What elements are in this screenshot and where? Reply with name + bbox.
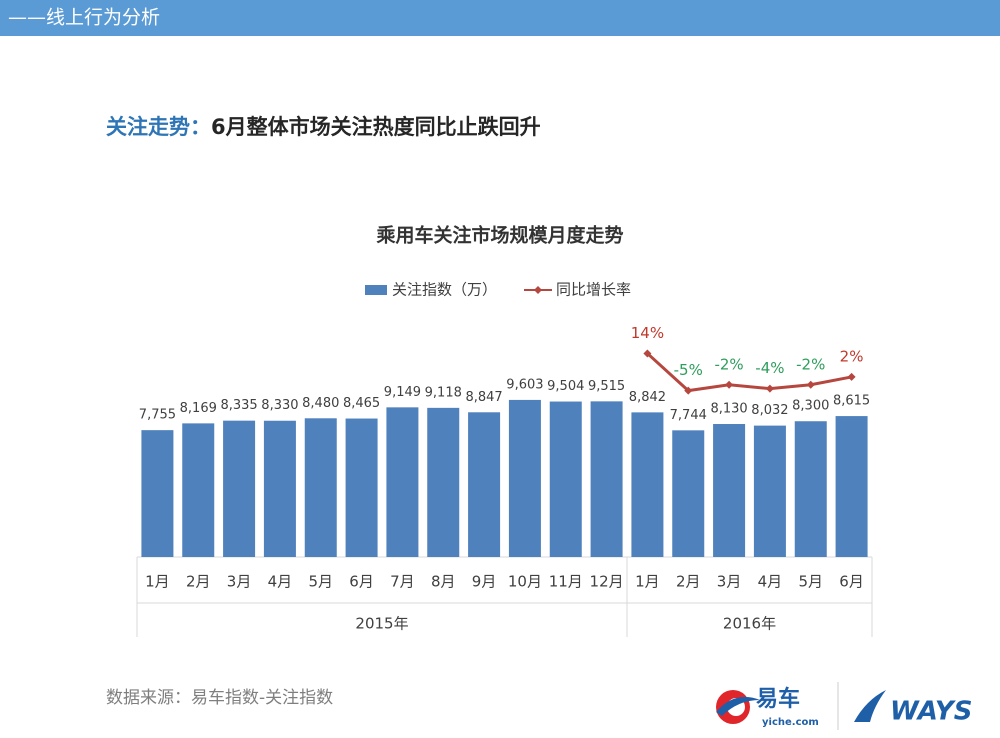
line-label: -5% [674,361,703,379]
x-tick-label: 2月 [186,573,211,591]
line-marker [847,372,856,381]
header-title: ——线上行为分析 [8,7,160,29]
bar [508,399,541,557]
bar [345,418,378,557]
heading: 关注走势：6月整体市场关注热度同比止跌回升 [106,115,541,139]
legend-label: 同比增长率 [556,281,631,299]
line-label: -2% [714,355,743,373]
x-tick-label: 11月 [549,573,583,591]
x-tick-label: 4月 [758,573,783,591]
bar [468,412,501,557]
bar-label: 8,330 [261,398,298,413]
x-tick-label: 5月 [308,573,333,591]
bar [753,425,786,557]
line-marker [725,380,734,389]
header-bar [0,0,1000,36]
bar-label: 8,130 [710,402,747,417]
heading-label: 关注走势： [106,115,211,139]
x-group-label: 2016年 [723,615,776,633]
line-label: -4% [755,359,784,377]
ways-mark [854,690,886,722]
legend-swatch [365,285,387,295]
line-marker [806,380,815,389]
chart-title: 乘用车关注市场规模月度走势 [375,224,623,247]
bar [304,418,337,557]
x-group-label: 2015年 [355,615,408,633]
line-label: 2% [840,347,864,365]
x-tick-label: 6月 [349,573,374,591]
plot: 1月 2月 3月 4月 5月 6月 7月 8月 9月 10月 11月 12月 2015年 1月 2月 3月 4月… [136,281,873,637]
line [646,352,852,393]
logo-domain: yiche.com [762,717,819,728]
bar-label: 8,032 [751,403,788,418]
x-tick-label: 8月 [431,573,456,591]
bar-label: 7,755 [139,408,176,423]
x-tick-label: 9月 [472,573,497,591]
bar-label: 9,118 [425,385,462,400]
bar [263,420,296,557]
bar [141,430,174,557]
bar [835,416,868,557]
heading-text: 6月整体市场关注热度同比止跌回升 [211,115,541,139]
bar [386,407,419,557]
line-label: 14% [631,324,664,342]
ways-text: WAYS [890,697,972,727]
x-tick-label: 1月 [635,573,660,591]
bar [713,424,746,557]
yiche-logo: 易车 yiche.com [716,686,819,728]
x-tick-label: 3月 [227,573,252,591]
legend-swatch [534,286,542,294]
bar-label: 8,465 [343,396,380,411]
line-marker [765,384,774,393]
bar [590,401,623,557]
logo-swoosh [716,696,760,716]
logo-text: 易车 [756,686,800,712]
bar [631,412,664,557]
x-tick-label: 4月 [268,573,293,591]
bar-label: 8,169 [180,401,217,416]
ways-logo: WAYS [854,690,972,727]
bar [182,423,215,557]
x-tick-label: 12月 [590,573,624,591]
bar [427,407,460,557]
bar [549,401,582,557]
x-tick-label: 2月 [676,573,701,591]
bar [672,430,705,557]
bar-label: 8,300 [792,399,829,414]
bar-label: 8,615 [833,394,870,409]
source: 数据来源：易车指数-关注指数 [106,688,333,708]
bar-label: 8,480 [302,396,339,411]
x-tick-label: 5月 [798,573,823,591]
bar-label: 9,515 [588,379,625,394]
x-tick-label: 10月 [508,573,542,591]
bar [223,420,256,557]
bar-label: 9,504 [547,379,584,394]
line-marker [643,349,652,358]
bar [794,421,827,557]
bar-label: 8,847 [465,390,502,405]
legend-label: 关注指数（万） [392,281,497,299]
line-marker [684,386,693,395]
line-label: -2% [796,355,825,373]
bar-label: 8,842 [629,390,666,405]
bar-label: 9,149 [384,385,421,400]
x-tick-label: 3月 [717,573,742,591]
bar-label: 7,744 [670,408,707,423]
bar-label: 9,603 [506,377,543,392]
x-tick-label: 7月 [390,573,415,591]
bar-label: 8,335 [220,398,257,413]
x-tick-label: 1月 [145,573,170,591]
x-tick-label: 6月 [839,573,864,591]
